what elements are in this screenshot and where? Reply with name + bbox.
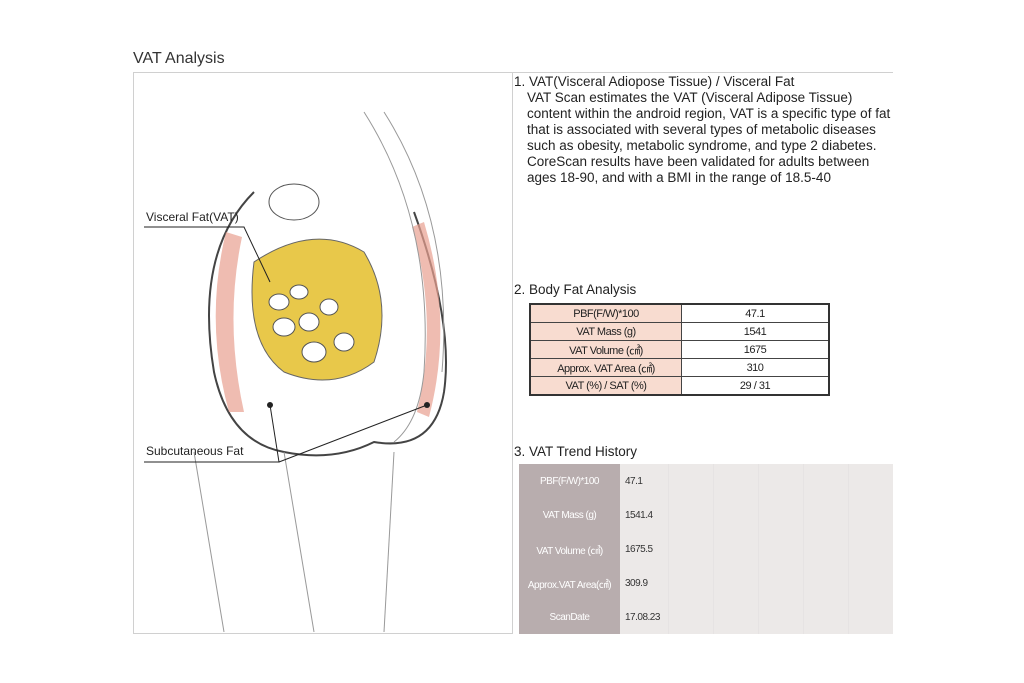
row-label: ScanDate [519, 600, 620, 634]
subcutaneous-fat-label: Subcutaneous Fat [146, 444, 244, 458]
table-row: VAT (%) / SAT (%) 29 / 31 [529, 376, 830, 396]
row-label: VAT (%) / SAT (%) [529, 376, 682, 396]
row-value: 47.1 [681, 303, 830, 323]
empty-cell [668, 566, 714, 600]
empty-cell [713, 532, 759, 566]
empty-cell [668, 464, 714, 498]
section1-body: VAT Scan estimates the VAT (Visceral Adi… [527, 90, 891, 185]
empty-cell [668, 532, 714, 566]
row-label: PBF(F/W)*100 [529, 303, 682, 323]
row-value: 1541 [681, 322, 830, 341]
row-label: Approx. VAT Area (㎠) [529, 358, 682, 377]
empty-cell [848, 464, 893, 498]
page-title: VAT Analysis [133, 50, 225, 67]
empty-cell [803, 532, 849, 566]
row-value: 47.1 [620, 464, 669, 498]
section2-heading: 2. Body Fat Analysis [514, 282, 637, 297]
table-row: Approx.VAT Area(㎠) 309.9 [519, 566, 893, 600]
section3-heading: 3. VAT Trend History [514, 444, 638, 459]
empty-cell [803, 498, 849, 532]
empty-cell [713, 600, 759, 634]
divider [133, 72, 893, 73]
row-value: 309.9 [620, 566, 669, 600]
empty-cell [848, 532, 893, 566]
row-label: VAT Volume (㎤) [529, 340, 682, 359]
table-row: PBF(F/W)*100 47.1 [519, 464, 893, 498]
row-value: 17.08.23 [620, 600, 669, 634]
empty-cell [758, 600, 804, 634]
table-row: ScanDate 17.08.23 [519, 600, 893, 634]
empty-cell [758, 532, 804, 566]
row-label: PBF(F/W)*100 [519, 464, 620, 498]
table-row: VAT Mass (g) 1541.4 [519, 498, 893, 532]
abdomen-cross-section-illustration [144, 111, 447, 633]
row-value: 1541.4 [620, 498, 669, 532]
row-label: VAT Mass (g) [519, 498, 620, 532]
row-value: 1675.5 [620, 532, 669, 566]
row-value: 29 / 31 [681, 376, 830, 396]
illustration-panel: Visceral Fat(VAT) Subcutaneous Fat [133, 72, 513, 634]
body-fat-table: PBF(F/W)*100 47.1 VAT Mass (g) 1541 VAT Vo… [529, 303, 830, 396]
empty-cell [803, 566, 849, 600]
empty-cell [668, 498, 714, 532]
empty-cell [803, 600, 849, 634]
empty-cell [713, 498, 759, 532]
table-row: Approx. VAT Area (㎠) 310 [529, 358, 830, 377]
row-value: 310 [681, 358, 830, 377]
empty-cell [758, 566, 804, 600]
table-row: VAT Mass (g) 1541 [529, 322, 830, 341]
empty-cell [848, 600, 893, 634]
trend-history-table: PBF(F/W)*100 47.1 VAT Mass (g) 1541.4 VAT Vo… [519, 464, 893, 634]
empty-cell [848, 566, 893, 600]
table-row: VAT Volume (㎤) 1675 [529, 340, 830, 359]
table-row: VAT Volume (㎤) 1675.5 [519, 532, 893, 566]
section1-heading: 1. VAT(Visceral Adiopose Tissue) / Visce… [514, 74, 795, 89]
row-label: VAT Volume (㎤) [519, 532, 620, 566]
row-value: 1675 [681, 340, 830, 359]
empty-cell [668, 600, 714, 634]
row-label: Approx.VAT Area(㎠) [519, 566, 620, 600]
visceral-fat-label: Visceral Fat(VAT) [146, 210, 239, 224]
empty-cell [713, 566, 759, 600]
empty-cell [848, 498, 893, 532]
empty-cell [713, 464, 759, 498]
empty-cell [758, 464, 804, 498]
empty-cell [758, 498, 804, 532]
row-label: VAT Mass (g) [529, 322, 682, 341]
empty-cell [803, 464, 849, 498]
table-row: PBF(F/W)*100 47.1 [529, 303, 830, 323]
